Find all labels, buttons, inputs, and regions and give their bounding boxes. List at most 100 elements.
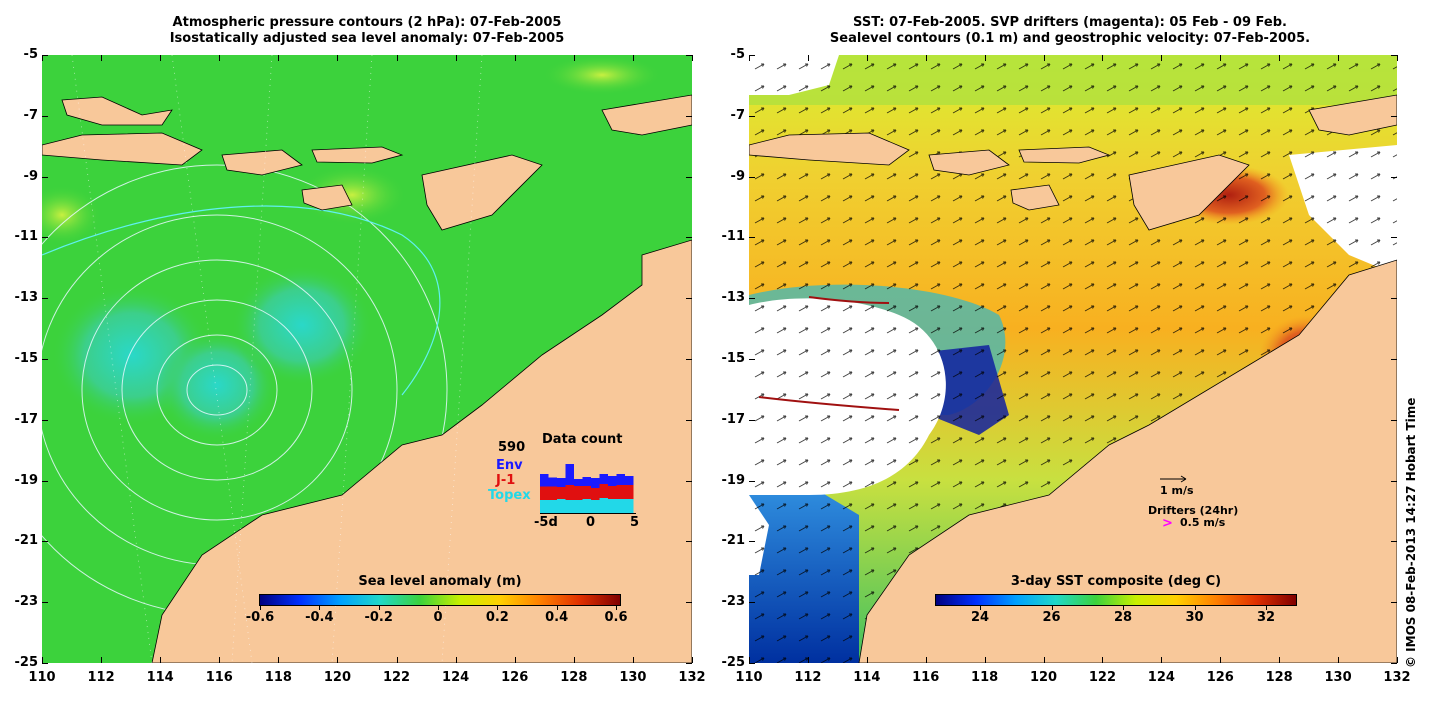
data-count-bar-j1 [540,486,549,500]
data-count-bar-j1 [548,486,557,500]
sea-level-anomaly-map [42,55,692,663]
axis-tick-mark [686,419,692,421]
axis-tick-mark [749,176,755,178]
data-count-bar-topex [582,499,591,514]
sst-colorbar-tick-label: 28 [1113,610,1133,625]
axis-tick-mark [42,237,48,239]
right-xtick-128: 128 [1265,670,1293,685]
sst-colorbar-tick-mark [1194,606,1196,610]
right-xtick-122: 122 [1088,670,1117,685]
sst-flores [1018,146,1111,164]
axis-tick-mark [455,657,457,663]
data-count-bar-topex [625,499,634,514]
axis-tick-mark [1397,55,1398,61]
axis-tick-mark [160,55,162,61]
left-xtick-114: 114 [146,670,174,685]
right-ytick--13: -13 [721,290,746,306]
axis-tick-mark [749,298,755,300]
sla-colorbar-tick-label: 0.6 [604,610,628,625]
pressure-contours [42,164,448,616]
right-xtick-124: 124 [1147,670,1175,685]
axis-tick-mark [1279,657,1281,663]
velocity-legend-label: 1 m/s [1160,484,1194,497]
axis-tick-mark [749,55,750,61]
axis-tick-mark [101,657,103,663]
axis-tick-mark [1161,55,1163,61]
axis-tick-mark [42,419,48,421]
sst-colorbar-tick-mark [1266,606,1267,610]
left-xtick-126: 126 [501,670,529,685]
sla-colorbar-tick-label: -0.2 [364,610,393,625]
axis-tick-mark [749,419,755,421]
axis-tick-mark [984,55,986,61]
axis-tick-mark [807,55,809,61]
axis-tick-mark [1391,55,1397,56]
axis-tick-mark [160,657,162,663]
legend-env: Env [496,458,523,473]
left-xtick-130: 130 [619,670,647,685]
data-count-bar-env [625,476,634,485]
data-count-bar-env [616,474,625,485]
axis-tick-mark [1279,55,1281,61]
data-count-bar-j1 [582,486,591,499]
axis-tick-mark [455,55,457,61]
bali-lombok [42,132,203,166]
axis-tick-mark [807,657,809,663]
sla-colorbar-tick-label: -0.4 [305,610,334,625]
data-count-bar-j1 [557,487,566,499]
timor [421,154,543,231]
left-title-line2: Isostatically adjusted sea level anomaly… [169,31,565,46]
axis-tick-mark [219,657,221,663]
axis-tick-mark [42,480,48,482]
data-count-bar-topex [565,500,574,514]
right-ytick--19: -19 [721,472,746,488]
axis-tick-mark [573,657,575,663]
data-count-bar-env [540,474,549,487]
right-ytick--11: -11 [721,229,746,245]
axis-tick-mark [1391,115,1397,117]
altimeter-tracks [71,55,483,663]
axis-tick-mark [514,657,516,663]
axis-tick-mark [514,55,516,61]
axis-tick-mark [1102,55,1104,61]
sla-colorbar-tick-mark [378,606,380,610]
axis-tick-mark [1391,419,1397,421]
axis-tick-mark [1220,657,1222,663]
sst-colorbar-tick-mark [1123,606,1124,610]
data-count-bar-env [591,478,600,488]
axis-tick-mark [396,657,398,663]
data-count-bar-topex [616,499,625,514]
data-count-bar-topex [574,500,583,514]
left-ytick--25: -25 [14,655,39,670]
sst-map-svg [749,55,1397,663]
axis-tick-mark [686,237,692,239]
right-ytick--9: -9 [730,168,745,184]
right-ytick--23: -23 [721,594,746,610]
anomaly-low-east [232,265,372,385]
axis-tick-mark [686,663,692,664]
right-ytick--21: -21 [721,533,746,549]
sla-colorbar-tick-label: 0 [433,610,443,625]
sst-colorbar-tick-mark [980,606,981,610]
left-title-line1: Atmospheric pressure contours (2 hPa): 0… [172,15,562,30]
right-xtick-116: 116 [912,670,940,685]
axis-tick-mark [749,115,755,117]
right-xtick-110: 110 [735,670,763,685]
axis-tick-mark [686,541,692,543]
sla-colorbar-tick-mark [260,606,261,610]
axis-tick-mark [42,359,48,360]
right-xtick-118: 118 [971,670,999,685]
sst-map [749,55,1397,663]
axis-tick-mark [1220,55,1222,61]
axis-tick-mark [749,541,755,543]
sumbawa [221,149,303,176]
left-ytick--7: -7 [23,107,38,123]
right-ytick--17: -17 [721,411,746,427]
axis-tick-mark [686,115,692,117]
axis-tick-mark [337,55,339,61]
sea-level-anomaly-map-svg [42,55,692,663]
axis-tick-mark [42,541,48,543]
sla-colorbar-tick-label: 0.4 [545,610,569,625]
data-count-bar-j1 [591,488,600,500]
data-count-bar-j1 [616,485,625,499]
